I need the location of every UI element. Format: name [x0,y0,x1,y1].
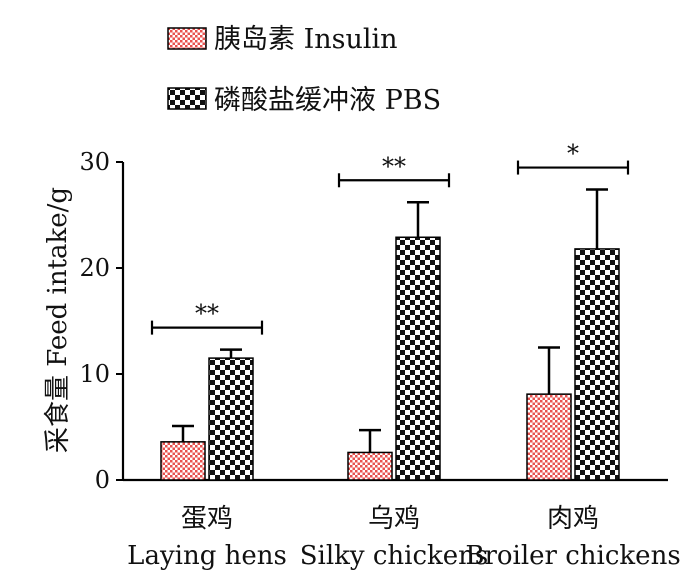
bar-insulin [526,393,572,481]
legend-label-insulin: 胰岛素 Insulin [214,24,398,55]
bars [160,236,620,481]
bar-insulin [160,441,206,481]
x-category-label-en: Broiler chickens [465,541,680,571]
legend-swatch-pbs [167,87,207,110]
significance-label: ** [382,152,406,180]
legend-item-insulin: 胰岛素 Insulin [167,24,398,55]
significance-label: * [567,140,579,168]
y-ticks: 0 10 20 30 [79,148,123,494]
bar-insulin [347,451,393,481]
x-category-label-en: Silky chickens [300,541,489,571]
bar-pbs [574,248,620,481]
y-tick-label: 0 [95,466,110,494]
x-category-label-zh: 蛋鸡 [181,504,233,534]
x-category-label-en: Laying hens [127,541,287,571]
y-tick-label: 30 [79,148,110,176]
legend-label-pbs: 磷酸盐缓冲液 PBS [214,85,441,116]
x-category-label-zh: 肉鸡 [547,504,599,534]
significance-markers: **** * [150,140,630,335]
legend-item-pbs: 磷酸盐缓冲液 PBS [167,85,441,116]
bar-pbs [208,357,254,481]
y-axis-label: 采食量 Feed intake/g [43,187,73,453]
legend: 胰岛素 Insulin 磷酸盐缓冲液 PBS [167,24,441,116]
x-category-labels: 蛋鸡 Laying hens 乌鸡 Silky chickens 肉鸡 Broiler c… [127,504,680,571]
error-bars [172,188,608,453]
y-tick-label: 20 [79,254,110,282]
y-tick-label: 10 [79,360,110,388]
legend-swatch-insulin [167,27,207,50]
x-category-label-zh: 乌鸡 [368,504,420,534]
bar-pbs [395,236,441,481]
significance-label: ** [195,300,219,328]
